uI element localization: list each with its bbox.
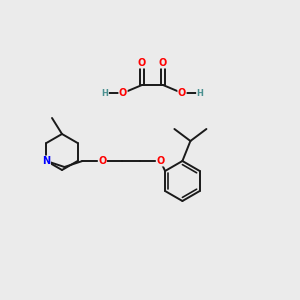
Text: H: H xyxy=(102,88,108,98)
Text: O: O xyxy=(119,88,127,98)
Text: O: O xyxy=(159,58,167,68)
Text: H: H xyxy=(196,88,203,98)
Text: O: O xyxy=(156,156,164,166)
Text: O: O xyxy=(138,58,146,68)
Text: O: O xyxy=(178,88,186,98)
Text: N: N xyxy=(42,156,50,166)
Text: O: O xyxy=(98,156,106,166)
